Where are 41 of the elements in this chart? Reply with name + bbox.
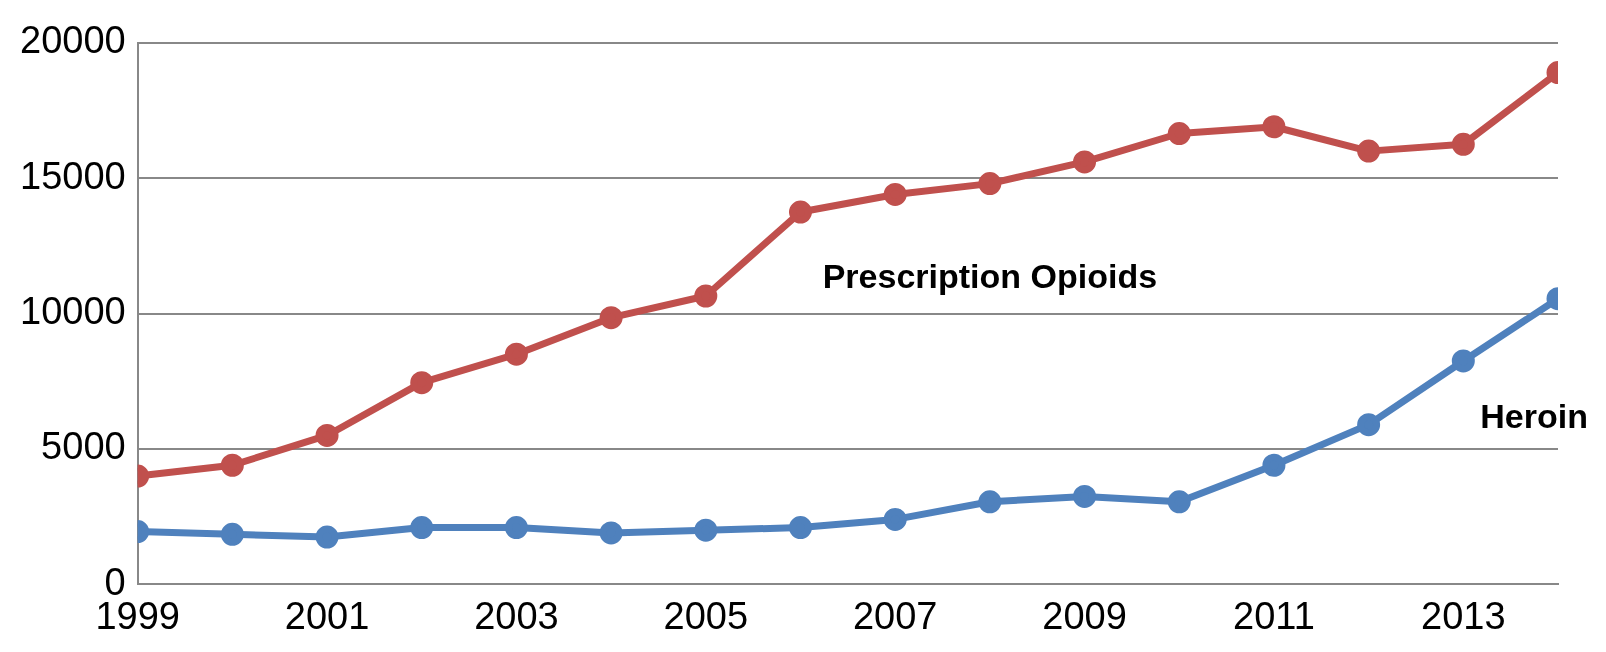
point bbox=[788, 200, 812, 224]
series-label: Prescription Opioids bbox=[822, 256, 1158, 295]
y-tick-label: 5000 bbox=[41, 425, 126, 468]
point bbox=[883, 507, 907, 531]
x-tick-label: 2011 bbox=[1233, 594, 1315, 637]
x-tick-label: 2009 bbox=[1042, 594, 1127, 637]
x-tick-label: 2005 bbox=[663, 594, 749, 637]
y-tick-label: 10000 bbox=[20, 290, 126, 333]
point bbox=[788, 516, 812, 540]
point bbox=[1357, 413, 1381, 437]
x-tick-label: 2007 bbox=[852, 594, 938, 637]
point bbox=[1262, 453, 1286, 477]
point bbox=[1262, 115, 1286, 139]
y-tick-label: 20000 bbox=[20, 19, 126, 62]
point bbox=[504, 516, 528, 540]
point bbox=[1073, 484, 1097, 508]
point bbox=[410, 516, 434, 540]
x-tick-label: 2001 bbox=[284, 594, 370, 637]
series-label: Heroin bbox=[1480, 397, 1588, 436]
point bbox=[1451, 132, 1475, 156]
point bbox=[978, 490, 1002, 514]
point bbox=[1357, 139, 1381, 163]
point bbox=[220, 522, 244, 546]
point bbox=[315, 423, 339, 447]
point bbox=[883, 182, 907, 206]
point bbox=[315, 525, 339, 549]
point bbox=[599, 306, 623, 330]
x-tick-label: 2013 bbox=[1421, 594, 1506, 637]
point bbox=[599, 521, 623, 545]
point bbox=[504, 342, 528, 366]
point bbox=[220, 453, 244, 477]
point bbox=[694, 518, 718, 542]
point bbox=[1073, 150, 1097, 174]
point bbox=[1451, 349, 1475, 373]
y-tick-label: 15000 bbox=[20, 154, 126, 197]
point bbox=[1167, 122, 1191, 146]
point bbox=[1167, 490, 1191, 514]
point bbox=[410, 371, 434, 395]
point bbox=[694, 284, 718, 308]
x-tick-label: 2003 bbox=[474, 594, 559, 637]
point bbox=[978, 172, 1002, 196]
